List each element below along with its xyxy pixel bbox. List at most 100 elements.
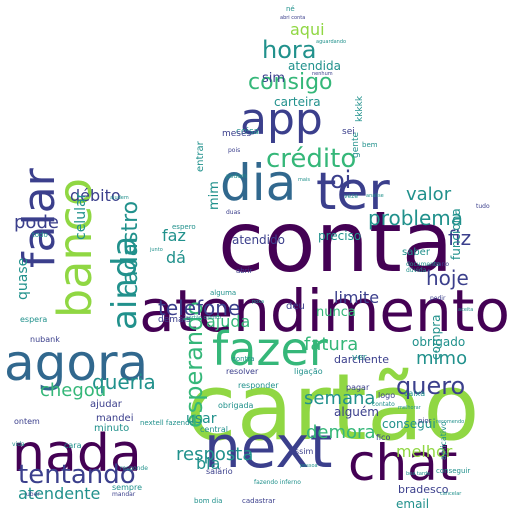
cloud-word: cartão crédito [186,315,221,321]
cloud-word: nextell fazendo [140,419,194,427]
cloud-word: contra [232,355,255,363]
cloud-word: mandar [112,491,136,498]
cloud-word: email [396,497,430,511]
cloud-word: salário [206,467,233,476]
cloud-word: celular [73,192,89,240]
cloud-word: valor [406,184,452,205]
cloud-word: compra [429,314,443,360]
cloud-word: hoje [426,266,469,290]
cloud-word: ajudem [110,195,129,201]
cloud-word: pois [228,147,241,154]
cloud-word: kkkkk [355,95,365,122]
cloud-word: dúvida [406,267,427,274]
cloud-word: abrir [236,267,253,275]
cloud-word: ver [352,353,367,363]
cloud-word: aplicativo [439,421,448,460]
cloud-word: recomendo [436,419,465,425]
cloud-word: dá [166,248,186,267]
cloud-word: usar [186,411,217,427]
cloud-word: next [204,413,333,481]
cloud-word: boa tarde [406,471,431,477]
cloud-word: ter [316,162,390,222]
cloud-word: pagar [346,383,370,392]
cloud-word: demora [306,422,376,443]
cloud-word: bom dia [194,497,223,505]
cloud-word: abri conta [280,15,306,21]
cloud-word: conta [218,193,454,291]
cloud-word: podem [226,173,247,180]
cloud-word: fatura [304,334,359,355]
cloud-word: cancelar [440,491,462,497]
cloud-word: fazer [212,322,328,376]
cloud-word: responder [238,381,279,390]
cloud-word: agora [4,334,149,392]
cloud-word: aceita [458,307,474,313]
cloud-word: resposta [176,444,254,465]
cloud-word: mimo [416,348,468,369]
cloud-word: nenhum [312,71,333,77]
cloud-word: melhorar [398,405,421,411]
cloud-word: uber [26,491,40,498]
cloud-word: documento [406,261,440,268]
cloud-word: espera [20,315,48,324]
cloud-word: ligação [294,367,323,376]
cloud-word: espero [172,223,196,231]
cloud-word: darcliente [334,353,389,366]
cloud-word: bradesco [398,483,449,496]
cloud-word: pior [418,417,432,425]
cloud-word: pedir [430,295,446,302]
cloud-word: quero [396,372,466,400]
cloud-word: veze [344,193,359,200]
cloud-word: minuto [94,423,130,434]
cloud-word: atendimento [139,277,510,345]
cloud-word: poxa [252,299,265,305]
cloud-word: obrigada [218,401,254,410]
cloud-word: tentando [18,460,136,490]
cloud-word: deu [286,301,305,312]
cloud-word: alguém [334,405,379,419]
cloud-word: chat [348,434,458,492]
cloud-word: nunca [316,305,356,320]
cloud-word: assim [290,447,314,456]
cloud-word: pode [14,212,59,233]
cloud-word: cartão [186,354,480,461]
cloud-word: consigo [248,70,333,95]
cloud-word: meses [222,129,252,139]
cloud-word: melhor [396,442,453,461]
cloud-word: central [200,425,228,434]
cloud-word: atendente [18,484,101,503]
cloud-word: bem [362,141,378,149]
cloud-word: entrar [195,141,206,172]
cloud-word: queria [92,370,156,394]
cloud-word: aqui [290,20,325,39]
cloud-word: hora [262,36,317,64]
cloud-word: conseguir [436,467,471,475]
cloud-word: tudo [476,203,490,210]
cloud-word: ajudar [90,399,122,410]
cloud-word: analise [366,193,384,199]
cloud-word: contato [372,401,395,408]
cloud-word: sei [342,127,355,137]
cloud-word: limite [334,288,380,307]
cloud-word: preciso [318,229,362,243]
cloud-word: pessoa [300,463,318,469]
cloud-word: junto [150,247,163,253]
cloud-word: débito [70,186,121,205]
cloud-word: app [240,94,323,145]
cloud-word: quase [15,257,31,300]
cloud-word: fico [376,433,391,442]
cloud-word: consegui [382,417,436,431]
cloud-word: problema [368,206,464,230]
cloud-word: carteira [274,95,321,109]
cloud-word: demais [158,315,191,325]
cloud-word: cadastrar [242,497,276,505]
cloud-word: nada [12,424,142,484]
cloud-word: logo [378,391,396,400]
cloud-word: obrigado [412,335,466,349]
cloud-word: chegou [40,380,107,401]
cloud-word: cara [64,441,82,450]
cloud-word: semana [304,388,376,409]
cloud-word: oi [330,166,352,194]
cloud-word: bia [196,454,221,473]
